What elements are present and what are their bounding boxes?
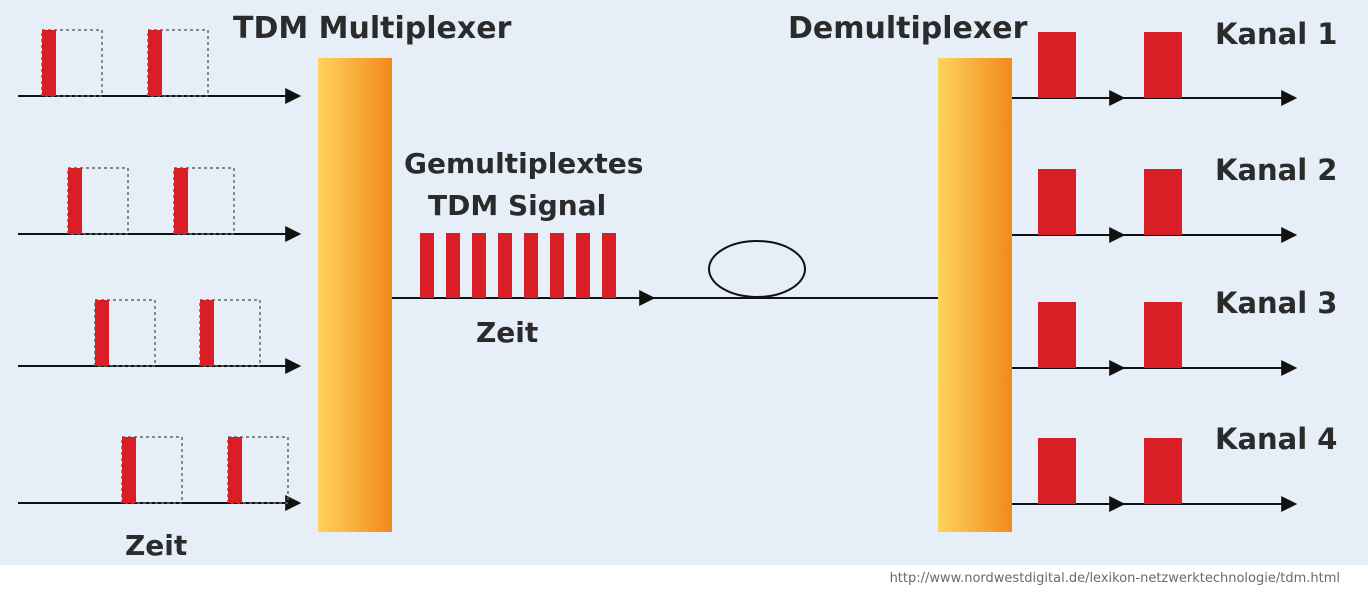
- pulse: [122, 437, 136, 503]
- output-channel-1-pulse: [1038, 32, 1076, 98]
- demultiplexer-title: Demultiplexer: [788, 11, 1028, 46]
- multiplexed-pulse: [576, 233, 590, 298]
- pulse: [42, 30, 56, 96]
- multiplexer-title: TDM Multiplexer: [233, 11, 512, 46]
- pulse: [148, 30, 162, 96]
- pulse: [95, 300, 109, 366]
- input-channels: [18, 29, 302, 511]
- output-channel-3-pulse: [1144, 302, 1182, 368]
- input-channel-3-frames: [94, 299, 261, 367]
- input-channel-4-frames: [121, 436, 289, 504]
- output-channels: [1012, 32, 1298, 512]
- multiplexed-pulse: [420, 233, 434, 298]
- output-channel-1-pulse: [1144, 32, 1182, 98]
- multiplexed-pulse: [550, 233, 564, 298]
- output-channel-4-pulse: [1144, 438, 1182, 504]
- fiber-coil-icon: [708, 240, 806, 298]
- output-channel-4-pulse: [1038, 438, 1076, 504]
- multiplexed-pulse: [498, 233, 512, 298]
- output-channel-3-pulse: [1038, 302, 1076, 368]
- multiplexer-box: [318, 58, 392, 532]
- output-channel-2-pulse: [1144, 169, 1182, 235]
- channel-label-1: Kanal 1: [1215, 17, 1337, 51]
- pulse: [228, 437, 242, 503]
- signal-time-label: Zeit: [476, 316, 538, 349]
- multiplexed-pulse: [446, 233, 460, 298]
- channel-label-3: Kanal 3: [1215, 286, 1337, 320]
- pulse: [68, 168, 82, 234]
- channel-label-2: Kanal 2: [1215, 153, 1337, 187]
- output-channel-2-pulse: [1038, 169, 1076, 235]
- input-channel-1-frames: [41, 29, 209, 97]
- signal-label-line2: TDM Signal: [428, 189, 606, 222]
- input-channel-2-frames: [67, 167, 235, 235]
- multiplexed-pulse: [602, 233, 616, 298]
- multiplexed-pulse: [524, 233, 538, 298]
- multiplexed-pulses: [420, 233, 616, 298]
- pulse: [174, 168, 188, 234]
- demultiplexer-box: [938, 58, 1012, 532]
- signal-label-line1: Gemultiplextes: [404, 147, 643, 180]
- input-time-label: Zeit: [125, 529, 187, 562]
- source-url: http://www.nordwestdigital.de/lexikon-ne…: [890, 571, 1340, 586]
- multiplexed-pulse: [472, 233, 486, 298]
- pulse: [200, 300, 214, 366]
- channel-label-4: Kanal 4: [1215, 422, 1337, 456]
